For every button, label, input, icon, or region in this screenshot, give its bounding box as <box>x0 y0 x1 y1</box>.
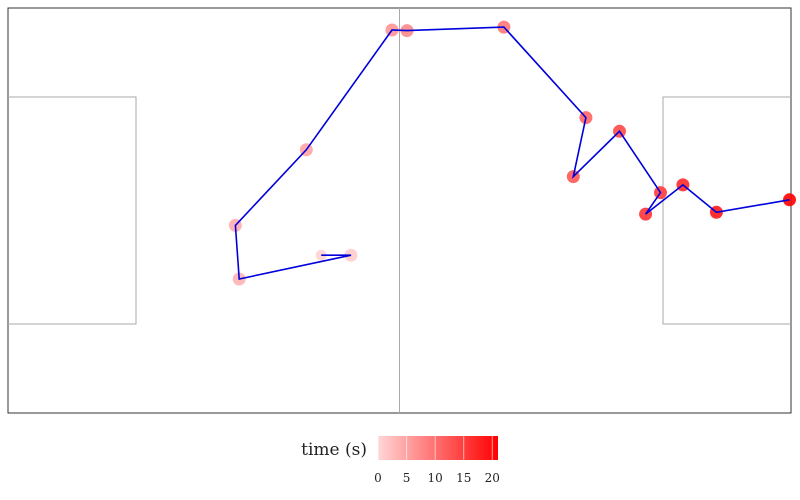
colorbar-title: time (s) <box>301 440 367 460</box>
left-penalty-box <box>8 96 137 325</box>
colorbar-tick-label: 10 <box>428 471 443 485</box>
colorbar-tick-label: 15 <box>456 471 471 485</box>
right-penalty-box <box>662 96 791 325</box>
pass-line <box>234 26 790 280</box>
colorbar-ticks: 0 5 10 15 20 <box>374 436 500 485</box>
colorbar-legend: time (s) 0 5 10 15 20 <box>301 436 500 485</box>
pitch <box>7 7 792 414</box>
colorbar <box>378 436 498 460</box>
pass-path <box>234 26 790 280</box>
colorbar-tick-label: 0 <box>374 471 382 485</box>
colorbar-tick-label: 5 <box>403 471 411 485</box>
colorbar-tick-label: 20 <box>485 471 500 485</box>
